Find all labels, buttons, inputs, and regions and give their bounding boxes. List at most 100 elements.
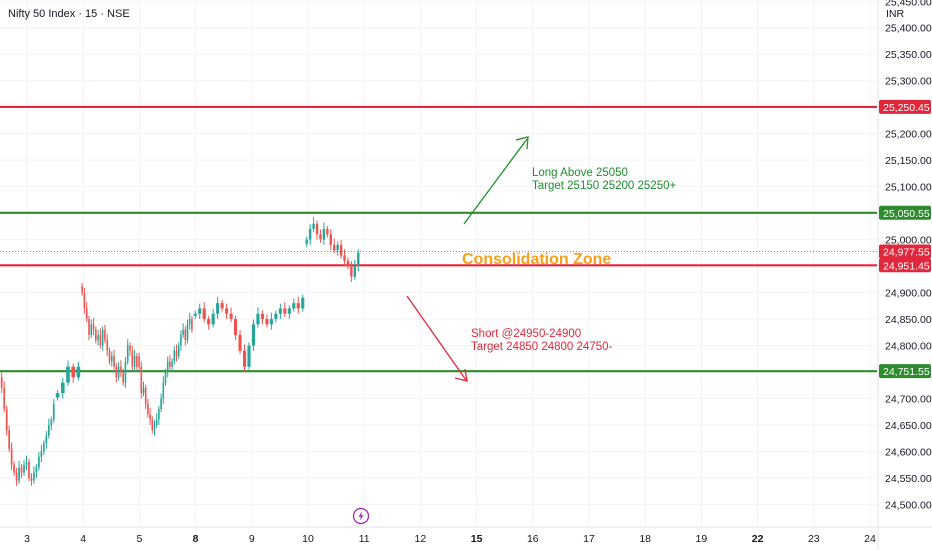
price-tick-label: 24,500.00 — [885, 499, 932, 511]
currency-label: INR — [886, 8, 905, 20]
short-annotation-line2: Target 24850 24800 24750- — [471, 341, 612, 353]
candle-body — [233, 319, 238, 335]
candle-body — [336, 244, 339, 251]
date-tick-label: 23 — [808, 533, 820, 545]
candle-body — [184, 329, 187, 341]
candle-body — [315, 223, 319, 235]
candle-body — [55, 393, 60, 398]
price-tag-label: 24,951.45 — [883, 260, 930, 272]
candle-body — [50, 419, 53, 425]
candle-body — [238, 334, 242, 351]
candle-body — [129, 345, 131, 351]
price-tick-label: 24,650.00 — [885, 420, 932, 432]
candle-body — [269, 319, 273, 325]
date-tick-label: 15 — [471, 533, 483, 545]
candle-body — [207, 319, 211, 325]
candle-body — [35, 467, 38, 473]
candle-body — [23, 464, 25, 473]
candle-body — [110, 356, 113, 362]
candle-body — [15, 472, 18, 481]
candle-body — [8, 430, 11, 449]
candle-body — [180, 334, 182, 346]
candle-body — [92, 324, 95, 330]
candle-body — [3, 387, 6, 410]
chart-title: Nifty 50 Index · 15 · NSE — [8, 8, 130, 20]
price-tick-label: 24,900.00 — [885, 288, 932, 300]
price-tick-label: 25,100.00 — [885, 182, 932, 194]
candle-body — [25, 462, 28, 465]
arrows — [406, 136, 529, 382]
candle-body — [326, 228, 329, 235]
date-tick-label: 4 — [80, 533, 86, 545]
date-tick-label: 16 — [527, 533, 539, 545]
candle-body — [108, 350, 111, 362]
candle-body — [42, 443, 45, 452]
candle-body — [30, 477, 33, 481]
candle-body — [131, 350, 134, 367]
candle-body — [319, 234, 322, 240]
price-tag — [879, 258, 931, 273]
price-tick-label: 24,850.00 — [885, 314, 932, 326]
price-tag — [879, 244, 931, 259]
candle-body — [90, 324, 93, 335]
price-tag — [879, 99, 931, 114]
candle-body — [193, 313, 197, 316]
price-tick-label: 25,350.00 — [885, 49, 932, 61]
date-tick-label: 10 — [302, 533, 314, 545]
candle-body — [52, 403, 55, 420]
candle-body — [220, 303, 224, 309]
candle-body — [265, 319, 269, 325]
candle-body — [198, 308, 202, 314]
price-tick-label: 25,300.00 — [885, 76, 932, 88]
price-tag — [879, 205, 931, 220]
candle-body — [115, 366, 118, 378]
short-annotation-line1: Short @24950-24900 — [471, 328, 581, 340]
candle-body — [339, 244, 343, 256]
candle-body — [175, 350, 178, 357]
price-tag-label: 24,977.55 — [883, 246, 930, 258]
price-tag-label: 24,751.55 — [883, 366, 930, 378]
consolidation-zone-label: Consolidation Zone — [462, 251, 611, 268]
price-tick-label: 24,550.00 — [885, 473, 932, 485]
candle-body — [124, 361, 127, 383]
bolt-icon[interactable] — [352, 507, 370, 525]
date-tick-label: 8 — [193, 533, 199, 545]
candle-body — [229, 313, 233, 320]
long-annotation-line1: Long Above 25050 — [532, 167, 628, 179]
price-tick-label: 24,700.00 — [885, 393, 932, 405]
candle-body — [162, 382, 165, 399]
candle-body — [20, 467, 23, 473]
candle-body — [76, 366, 81, 378]
candle-body — [66, 366, 70, 383]
candle-body — [350, 266, 353, 277]
price-axis[interactable]: 25,450.00 25,400.00 25,350.00 25,300.00 25,2… — [885, 0, 932, 511]
candle-body — [47, 424, 50, 436]
candle-body — [45, 435, 48, 444]
date-tick-label: 9 — [249, 533, 255, 545]
candle-body — [274, 313, 278, 320]
long-arrow-line — [463, 138, 528, 225]
candle-body — [191, 319, 193, 330]
candle-body — [155, 419, 158, 425]
candle-body — [122, 371, 124, 383]
date-tick-label: 18 — [639, 533, 651, 545]
candle-body — [177, 345, 180, 357]
candle-body — [292, 303, 296, 309]
candle-body — [312, 223, 315, 229]
candle-body — [88, 319, 90, 335]
candle-body — [169, 361, 171, 367]
time-axis[interactable]: 3 4 5 8 9 10 11 12 15 16 17 18 19 22 23 24 — [24, 533, 876, 545]
candle-body — [182, 329, 184, 335]
long-arrow-head — [515, 136, 529, 150]
date-tick-label: 22 — [752, 533, 764, 545]
candle-body — [85, 308, 88, 320]
candle-body — [247, 345, 251, 367]
candle-body — [5, 409, 8, 431]
date-tick-label: 3 — [24, 533, 30, 545]
level-lines[interactable] — [0, 105, 877, 373]
candle-body — [357, 252, 360, 267]
candle-body — [346, 260, 350, 267]
